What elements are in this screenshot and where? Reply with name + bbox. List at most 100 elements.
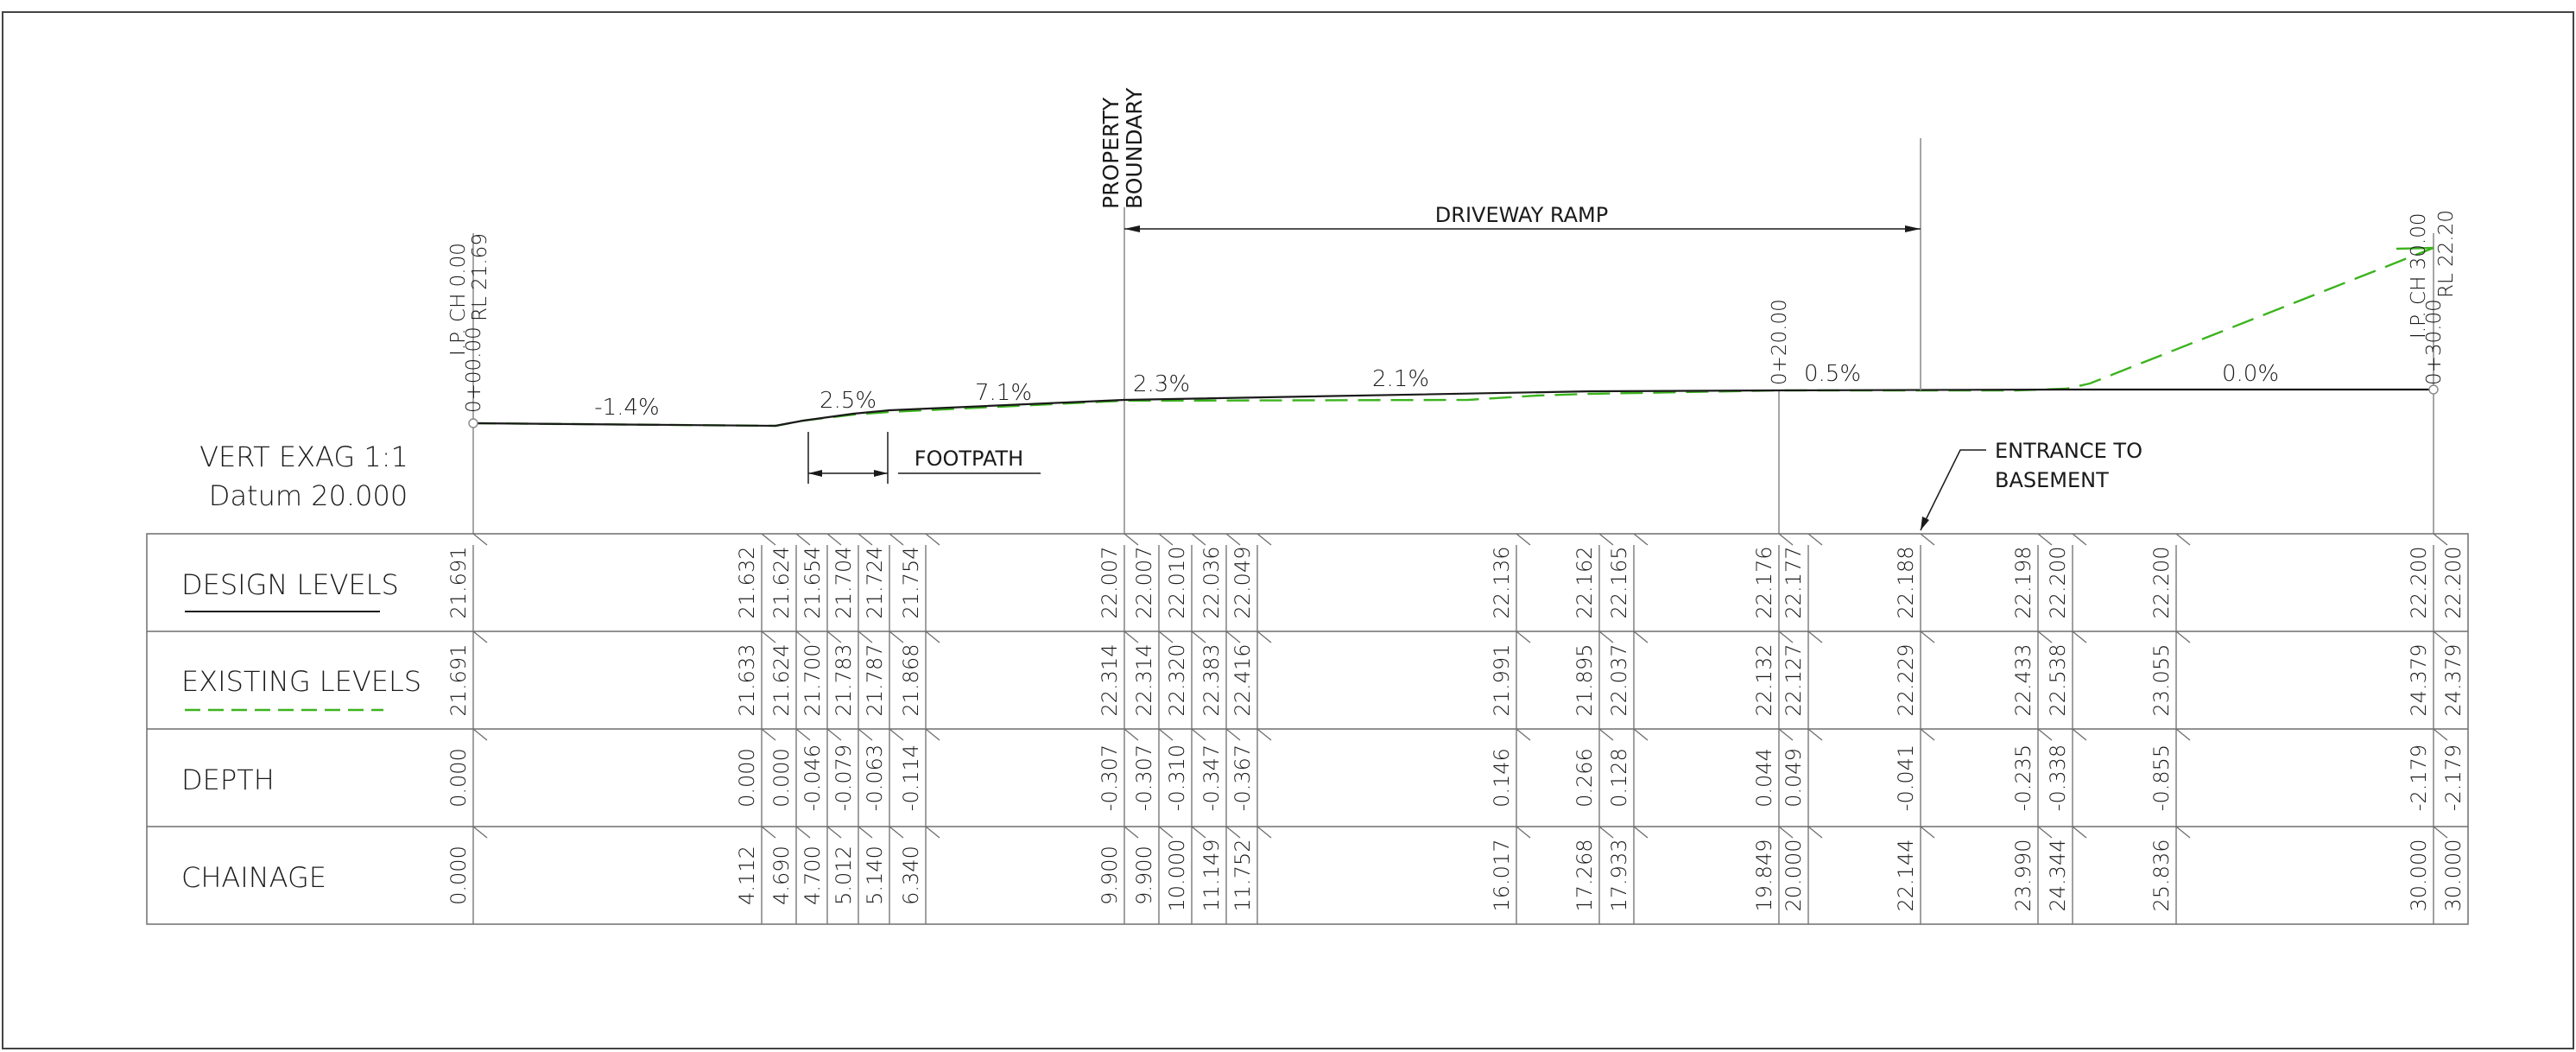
cell-chainage: 9.900 <box>1132 846 1156 905</box>
column-tick <box>826 826 842 839</box>
cell-design: 21.754 <box>899 547 923 619</box>
cell-depth: -0.367 <box>1231 745 1255 811</box>
column-tick <box>1778 631 1794 643</box>
station-20-label: 0+20.00 <box>1769 299 1791 385</box>
cell-existing: 22.383 <box>1199 644 1224 717</box>
column-tick <box>1778 728 1794 741</box>
column-tick <box>761 728 776 741</box>
grade-label: 2.3% <box>1133 371 1190 397</box>
column-tick <box>925 533 940 546</box>
cell-depth: -0.347 <box>1199 745 1224 811</box>
cell-design: 22.177 <box>1782 547 1806 619</box>
cell-existing: 22.132 <box>1752 644 1776 717</box>
cell-design: 21.624 <box>769 547 794 619</box>
column-tick <box>1778 826 1794 839</box>
cell-depth: -0.041 <box>1894 745 1918 811</box>
ramp-arrow-right <box>1905 225 1921 232</box>
cell-existing: 21.624 <box>769 644 794 717</box>
cell-depth: -2.179 <box>2407 745 2431 811</box>
cell-existing: 22.229 <box>1894 644 1918 717</box>
cell-depth: -0.063 <box>863 745 887 811</box>
cell-existing: 21.895 <box>1573 644 1597 717</box>
cell-chainage: 4.112 <box>735 846 759 905</box>
cell-design: 21.691 <box>446 547 471 619</box>
grade-label: 2.5% <box>820 388 877 414</box>
column-tick <box>2072 728 2087 741</box>
grade-label: 0.5% <box>1804 361 1861 387</box>
cell-existing: 21.691 <box>446 644 471 717</box>
property-boundary-label-2: BOUNDARY <box>1122 87 1147 209</box>
existing-levels-tail <box>2396 246 2434 250</box>
cell-depth: 0.000 <box>446 748 471 808</box>
cell-depth: -0.079 <box>832 745 856 811</box>
column-tick <box>2433 826 2448 839</box>
column-tick <box>1778 533 1794 546</box>
cell-depth: 0.000 <box>769 748 794 808</box>
column-tick <box>1191 728 1206 741</box>
cell-existing: 21.633 <box>735 644 759 717</box>
cell-depth: -0.235 <box>2011 745 2035 811</box>
column-tick <box>826 728 842 741</box>
cell-depth: -0.338 <box>2046 745 2070 811</box>
ip-start-rl: RL 21.69 <box>469 233 491 321</box>
entrance-leader <box>1920 449 1986 531</box>
column-tick <box>2433 728 2448 741</box>
cell-chainage: 4.690 <box>769 846 794 905</box>
column-tick <box>1807 631 1823 643</box>
column-tick <box>1256 533 1272 546</box>
column-tick <box>1920 533 1935 546</box>
column-tick <box>761 826 776 839</box>
cell-design: 22.198 <box>2011 547 2035 619</box>
cell-existing: 21.700 <box>801 644 825 717</box>
footpath-label: FOOTPATH <box>915 447 1023 471</box>
cell-depth: -0.046 <box>801 745 825 811</box>
cell-depth: -0.307 <box>1132 745 1156 811</box>
column-tick <box>1191 826 1206 839</box>
cell-depth: 0.044 <box>1752 748 1776 808</box>
column-tick <box>472 728 488 741</box>
cell-design: 21.632 <box>735 547 759 619</box>
cell-existing: 22.314 <box>1132 644 1156 717</box>
cell-chainage: 25.836 <box>2149 840 2174 912</box>
column-tick <box>1123 728 1139 741</box>
entrance-label-2: BASEMENT <box>1995 468 2109 492</box>
row-label-chainage: CHAINAGE <box>181 861 326 894</box>
cell-chainage: 22.144 <box>1894 840 1918 912</box>
cell-existing: 21.787 <box>863 644 887 717</box>
cell-existing: 22.127 <box>1782 644 1806 717</box>
column-tick <box>1633 728 1649 741</box>
footpath-arrow-right <box>874 470 888 477</box>
cell-existing: 22.037 <box>1607 644 1631 717</box>
ip-end-marker <box>2428 384 2439 395</box>
cell-design: 21.724 <box>863 547 887 619</box>
column-tick <box>1256 631 1272 643</box>
column-tick <box>925 826 940 839</box>
column-tick <box>858 728 873 741</box>
cell-existing: 22.433 <box>2011 644 2035 717</box>
cell-chainage: 11.149 <box>1199 840 1224 912</box>
cell-chainage: 20.000 <box>1782 840 1806 912</box>
cell-design: 21.704 <box>832 547 856 619</box>
existing-levels-line <box>472 246 2434 428</box>
profile: DRIVEWAY RAMP PROPERTY BOUNDARY FOOTPATH… <box>199 87 2458 534</box>
cell-depth: 0.266 <box>1573 748 1597 808</box>
cell-chainage: 30.000 <box>2407 840 2431 912</box>
column-tick <box>1225 533 1241 546</box>
cell-existing: 21.868 <box>899 644 923 717</box>
column-tick <box>858 631 873 643</box>
column-tick <box>2175 826 2191 839</box>
ip-start-marker <box>468 418 478 428</box>
cell-chainage: 10.000 <box>1165 840 1189 912</box>
column-tick <box>795 826 811 839</box>
row-label-existing: EXISTING LEVELS <box>181 665 421 698</box>
column-tick <box>1807 533 1823 546</box>
design-levels-line <box>472 388 2434 428</box>
grade-label: -1.4% <box>594 395 659 421</box>
column-tick <box>1920 728 1935 741</box>
column-tick <box>1633 533 1649 546</box>
ip-start-station: 0+00.00 <box>463 326 485 413</box>
column-tick <box>1225 631 1241 643</box>
cell-design: 22.010 <box>1165 547 1189 619</box>
levels-table: DESIGN LEVELS EXISTING LEVELS DEPTH CHAI… <box>146 533 2469 925</box>
